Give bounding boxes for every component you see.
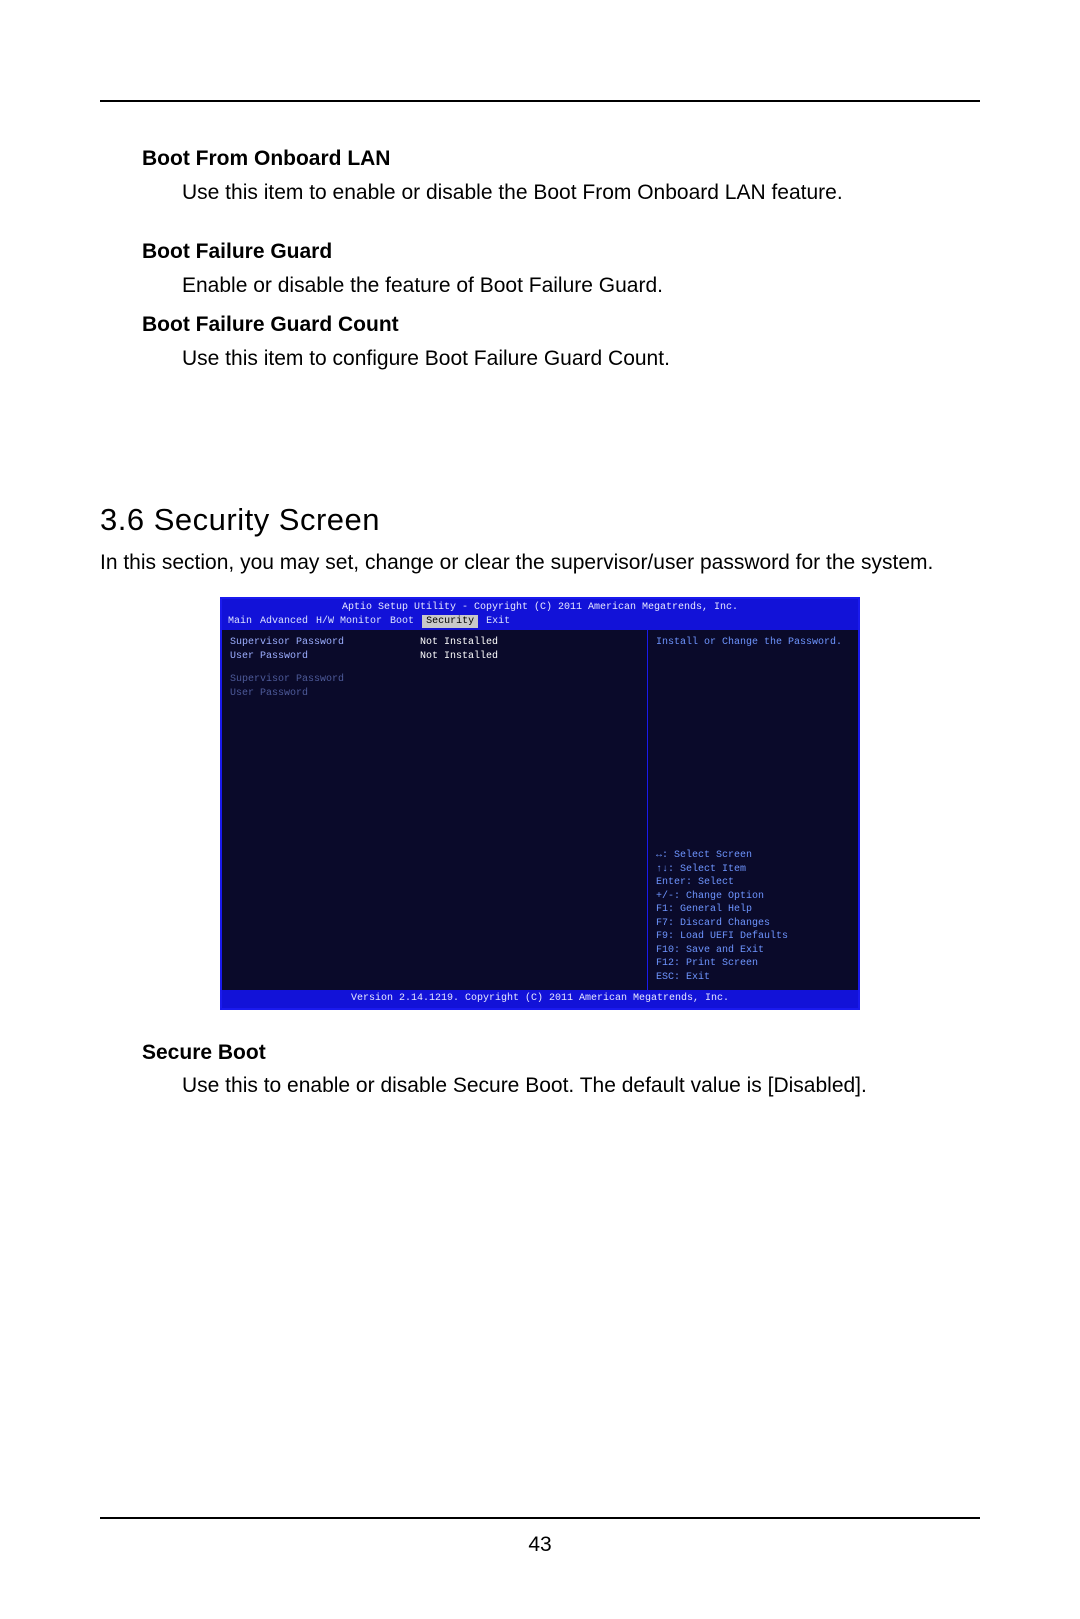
page-content: Boot From Onboard LAN Use this item to e… <box>100 142 980 1103</box>
bios-menu-item[interactable]: Exit <box>486 615 510 629</box>
bios-key: F12: Print Screen <box>656 957 850 971</box>
item-title: Boot From Onboard LAN <box>142 142 980 176</box>
bios-row-label: User Password <box>230 650 420 664</box>
bios-key: Enter: Select <box>656 876 850 890</box>
spacer <box>100 382 980 502</box>
bios-screenshot: Aptio Setup Utility - Copyright (C) 2011… <box>220 597 860 1010</box>
section-heading: 3.6 Security Screen <box>100 502 980 538</box>
bios-option-row[interactable]: Supervisor Password <box>230 673 639 687</box>
bios-status-row: Supervisor Password Not Installed <box>230 636 639 650</box>
bios-key: +/-: Change Option <box>656 890 850 904</box>
item-desc: Enable or disable the feature of Boot Fa… <box>182 269 980 303</box>
bios-menu-item[interactable]: Boot <box>390 615 414 629</box>
bios-status-row: User Password Not Installed <box>230 650 639 664</box>
document-page: Boot From Onboard LAN Use this item to e… <box>0 0 1080 1619</box>
bios-row-value: Not Installed <box>420 636 498 650</box>
section-security: 3.6 Security Screen In this section, you… <box>100 502 980 580</box>
spacer <box>100 215 980 235</box>
bios-menu: Main Advanced H/W Monitor Boot Security … <box>222 615 858 631</box>
section-text: In this section, you may set, change or … <box>100 546 980 580</box>
item-boot-lan: Boot From Onboard LAN Use this item to e… <box>142 142 980 209</box>
bios-key: F1: General Help <box>656 903 850 917</box>
bios-option-label: User Password <box>230 687 420 701</box>
bios-key-legend: ↔: Select Screen ↑↓: Select Item Enter: … <box>656 849 850 984</box>
bios-key: ↔: Select Screen <box>656 849 850 863</box>
bios-key: F10: Save and Exit <box>656 944 850 958</box>
item-desc: Use this item to enable or disable the B… <box>182 176 980 210</box>
bios-key: F9: Load UEFI Defaults <box>656 930 850 944</box>
bios-key: F7: Discard Changes <box>656 917 850 931</box>
bios-key: ↑↓: Select Item <box>656 863 850 877</box>
item-bfg-count: Boot Failure Guard Count Use this item t… <box>142 308 980 375</box>
bios-row-label: Supervisor Password <box>230 636 420 650</box>
item-secure-boot: Secure Boot Use this to enable or disabl… <box>142 1036 980 1103</box>
footer-rule <box>100 1517 980 1519</box>
bios-row-value: Not Installed <box>420 650 498 664</box>
item-bfg: Boot Failure Guard Enable or disable the… <box>142 235 980 302</box>
bios-option-row[interactable]: User Password <box>230 687 639 701</box>
header-rule <box>100 100 980 102</box>
bios-header: Aptio Setup Utility - Copyright (C) 2011… <box>222 599 858 615</box>
bios-menu-item[interactable]: Main <box>228 615 252 629</box>
page-number: 43 <box>0 1533 1080 1557</box>
bios-right-pane: Install or Change the Password. ↔: Selec… <box>648 630 858 990</box>
bios-menu-item[interactable]: H/W Monitor <box>316 615 382 629</box>
bios-menu-item[interactable]: Advanced <box>260 615 308 629</box>
bios-option-label: Supervisor Password <box>230 673 420 687</box>
item-desc: Use this item to configure Boot Failure … <box>182 342 980 376</box>
bios-key: ESC: Exit <box>656 971 850 985</box>
bios-left-pane: Supervisor Password Not Installed User P… <box>222 630 648 990</box>
bios-menu-item-active[interactable]: Security <box>422 615 478 629</box>
bios-help-text: Install or Change the Password. <box>656 636 850 849</box>
bios-footer: Version 2.14.1219. Copyright (C) 2011 Am… <box>222 990 858 1008</box>
spacer <box>230 663 639 673</box>
item-desc: Use this to enable or disable Secure Boo… <box>182 1069 980 1103</box>
bios-body: Supervisor Password Not Installed User P… <box>222 630 858 990</box>
item-title: Secure Boot <box>142 1036 980 1070</box>
item-title: Boot Failure Guard Count <box>142 308 980 342</box>
item-title: Boot Failure Guard <box>142 235 980 269</box>
